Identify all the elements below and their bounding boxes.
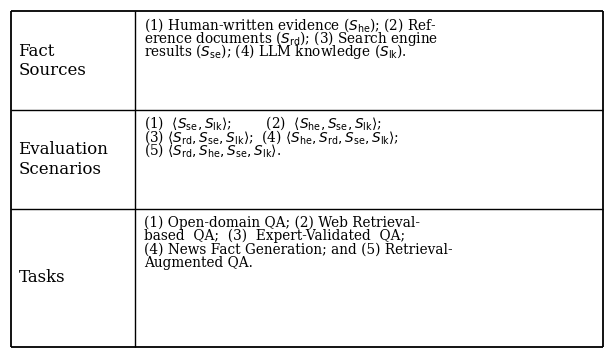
Text: (1) Open-domain QA; (2) Web Retrieval-: (1) Open-domain QA; (2) Web Retrieval-: [144, 215, 421, 229]
Text: Fact
Sources: Fact Sources: [18, 43, 87, 79]
Text: (1) Human-written evidence ($S_{\mathrm{he}}$); (2) Ref-: (1) Human-written evidence ($S_{\mathrm{…: [144, 16, 437, 34]
Text: Evaluation
Scenarios: Evaluation Scenarios: [18, 141, 108, 178]
Text: erence documents ($S_{\mathrm{rd}}$); (3) Search engine: erence documents ($S_{\mathrm{rd}}$); (3…: [144, 29, 438, 48]
Text: Tasks: Tasks: [18, 269, 65, 286]
Text: (3) $\langle S_{\mathrm{rd}}, S_{\mathrm{se}}, S_{\mathrm{lk}}\rangle$;  (4) $\l: (3) $\langle S_{\mathrm{rd}}, S_{\mathrm…: [144, 128, 400, 146]
Text: results ($S_{\mathrm{se}}$); (4) LLM knowledge ($S_{\mathrm{lk}}$).: results ($S_{\mathrm{se}}$); (4) LLM kno…: [144, 42, 407, 61]
Text: Augmented QA.: Augmented QA.: [144, 256, 253, 270]
Text: (1)  $\langle S_{\mathrm{se}}, S_{\mathrm{lk}}\rangle$;        (2)  $\langle S_{: (1) $\langle S_{\mathrm{se}}, S_{\mathrm…: [144, 115, 382, 132]
Text: based  QA;  (3)  Expert-Validated  QA;: based QA; (3) Expert-Validated QA;: [144, 229, 405, 243]
Text: (4) News Fact Generation; and (5) Retrieval-: (4) News Fact Generation; and (5) Retrie…: [144, 242, 453, 256]
Text: (5) $\langle S_{\mathrm{rd}}, S_{\mathrm{he}}, S_{\mathrm{se}}, S_{\mathrm{lk}}\: (5) $\langle S_{\mathrm{rd}}, S_{\mathrm…: [144, 142, 282, 159]
